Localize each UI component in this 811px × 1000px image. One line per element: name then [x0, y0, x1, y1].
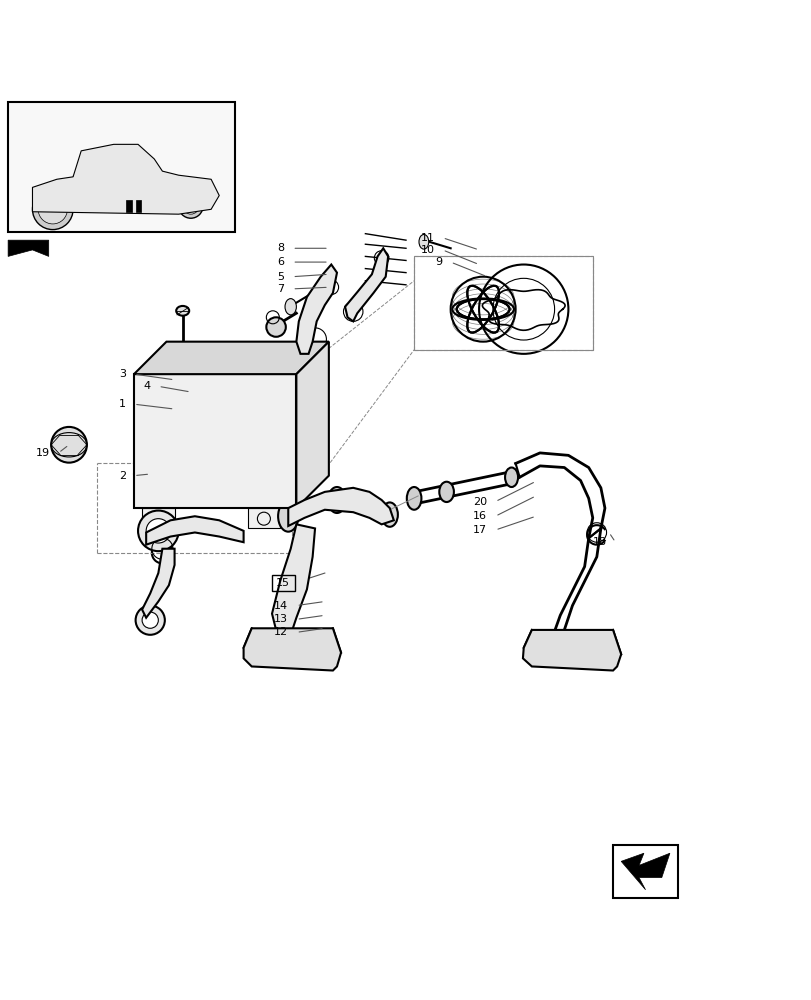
- Ellipse shape: [418, 234, 428, 249]
- Polygon shape: [272, 524, 315, 630]
- Circle shape: [103, 157, 116, 170]
- Text: 5: 5: [277, 272, 284, 282]
- Polygon shape: [135, 200, 141, 212]
- Bar: [414, 256, 592, 350]
- Bar: [612, 845, 677, 898]
- Text: 10: 10: [420, 245, 434, 255]
- Ellipse shape: [328, 487, 345, 513]
- Text: 4: 4: [143, 381, 150, 391]
- Ellipse shape: [209, 422, 245, 448]
- Circle shape: [139, 484, 152, 497]
- Text: 2: 2: [118, 471, 126, 481]
- Ellipse shape: [439, 482, 453, 502]
- Ellipse shape: [504, 468, 517, 487]
- Circle shape: [182, 198, 199, 214]
- Ellipse shape: [175, 342, 190, 350]
- Text: 12: 12: [274, 627, 288, 637]
- Ellipse shape: [303, 380, 313, 401]
- Text: 6: 6: [277, 257, 284, 267]
- Circle shape: [138, 511, 178, 551]
- Polygon shape: [8, 240, 49, 256]
- Circle shape: [142, 612, 158, 628]
- Text: 16: 16: [473, 511, 487, 521]
- Polygon shape: [345, 248, 388, 321]
- Text: 17: 17: [473, 525, 487, 535]
- Polygon shape: [32, 144, 219, 214]
- Circle shape: [290, 351, 319, 381]
- Bar: [8, 102, 235, 232]
- Ellipse shape: [381, 502, 397, 527]
- Bar: [134, 374, 296, 508]
- Circle shape: [374, 251, 388, 265]
- Text: 15: 15: [275, 578, 290, 588]
- Circle shape: [178, 194, 203, 218]
- Circle shape: [266, 317, 285, 337]
- Ellipse shape: [285, 299, 296, 315]
- Text: 13: 13: [274, 614, 288, 624]
- Polygon shape: [296, 342, 328, 508]
- Polygon shape: [126, 200, 131, 212]
- Polygon shape: [142, 549, 174, 618]
- Bar: [142, 508, 174, 528]
- Polygon shape: [243, 628, 341, 671]
- Bar: [272, 575, 294, 591]
- Polygon shape: [620, 853, 669, 890]
- Ellipse shape: [406, 487, 421, 510]
- Ellipse shape: [176, 306, 189, 316]
- Circle shape: [51, 427, 87, 463]
- Ellipse shape: [252, 440, 267, 455]
- Text: 7: 7: [277, 284, 284, 294]
- Circle shape: [343, 302, 363, 321]
- Ellipse shape: [277, 501, 298, 532]
- Circle shape: [324, 280, 338, 295]
- Circle shape: [32, 189, 73, 230]
- Text: 3: 3: [118, 369, 126, 379]
- Text: 1: 1: [118, 399, 126, 409]
- Polygon shape: [522, 630, 620, 671]
- Text: 11: 11: [420, 233, 434, 243]
- Bar: [247, 508, 280, 528]
- Circle shape: [146, 519, 170, 543]
- Circle shape: [135, 606, 165, 635]
- Circle shape: [134, 466, 150, 482]
- Text: 18: 18: [593, 537, 607, 547]
- Text: 20: 20: [473, 497, 487, 507]
- Circle shape: [303, 328, 326, 351]
- Circle shape: [38, 195, 67, 224]
- Text: 19: 19: [36, 448, 50, 458]
- Polygon shape: [288, 488, 393, 526]
- Text: 9: 9: [435, 257, 442, 267]
- Polygon shape: [146, 516, 243, 545]
- Polygon shape: [296, 265, 337, 354]
- Ellipse shape: [162, 432, 195, 455]
- Text: 14: 14: [274, 601, 288, 611]
- Polygon shape: [134, 342, 328, 374]
- Text: 8: 8: [277, 243, 284, 253]
